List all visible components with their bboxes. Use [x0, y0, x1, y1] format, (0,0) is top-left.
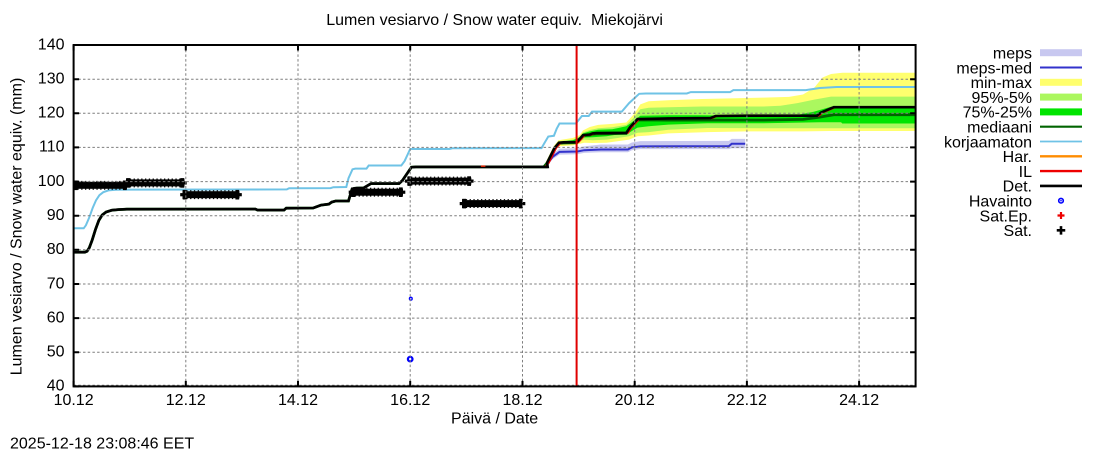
svg-text:IL: IL	[1019, 164, 1032, 181]
svg-text:korjaamaton: korjaamaton	[944, 134, 1032, 151]
svg-text:18.12: 18.12	[502, 392, 542, 409]
svg-text:14.12: 14.12	[278, 392, 318, 409]
svg-text:Lumen vesiarvo / Snow water eq: Lumen vesiarvo / Snow water equiv. (mm)	[9, 78, 26, 376]
svg-text:130: 130	[38, 71, 65, 88]
svg-text:2025-12-18 23:08:46 EET: 2025-12-18 23:08:46 EET	[10, 436, 194, 451]
svg-text:110: 110	[39, 139, 65, 156]
svg-text:80: 80	[47, 241, 65, 258]
svg-text:20.12: 20.12	[615, 392, 655, 409]
svg-text:75%-25%: 75%-25%	[963, 105, 1032, 122]
svg-text:140: 140	[38, 36, 65, 53]
svg-text:24.12: 24.12	[839, 392, 879, 409]
svg-text:50: 50	[47, 344, 65, 361]
svg-text:mediaani: mediaani	[967, 120, 1032, 137]
svg-text:Lumen vesiarvo / Snow water eq: Lumen vesiarvo / Snow water equiv. Mieko…	[326, 12, 663, 29]
svg-text:Havainto: Havainto	[969, 194, 1032, 211]
svg-text:90: 90	[47, 207, 65, 224]
svg-text:120: 120	[38, 105, 65, 122]
svg-text:Päivä / Date: Päivä / Date	[451, 411, 538, 428]
svg-text:Har.: Har.	[1003, 149, 1032, 166]
svg-text:meps: meps	[993, 46, 1032, 63]
svg-text:min-max: min-max	[971, 75, 1032, 92]
svg-text:Det.: Det.	[1003, 179, 1032, 196]
svg-text:95%-5%: 95%-5%	[972, 90, 1032, 107]
svg-text:12.12: 12.12	[166, 392, 206, 409]
svg-text:60: 60	[47, 309, 65, 326]
svg-text:40: 40	[47, 378, 65, 395]
svg-text:Sat.: Sat.	[1004, 223, 1032, 240]
svg-text:70: 70	[47, 275, 65, 292]
svg-text:16.12: 16.12	[390, 392, 430, 409]
svg-text:22.12: 22.12	[727, 392, 767, 409]
svg-text:Sat.Ep.: Sat.Ep.	[980, 208, 1032, 225]
svg-text:10.12: 10.12	[54, 392, 94, 409]
svg-text:100: 100	[38, 173, 65, 190]
svg-text:meps-med: meps-med	[956, 60, 1032, 77]
